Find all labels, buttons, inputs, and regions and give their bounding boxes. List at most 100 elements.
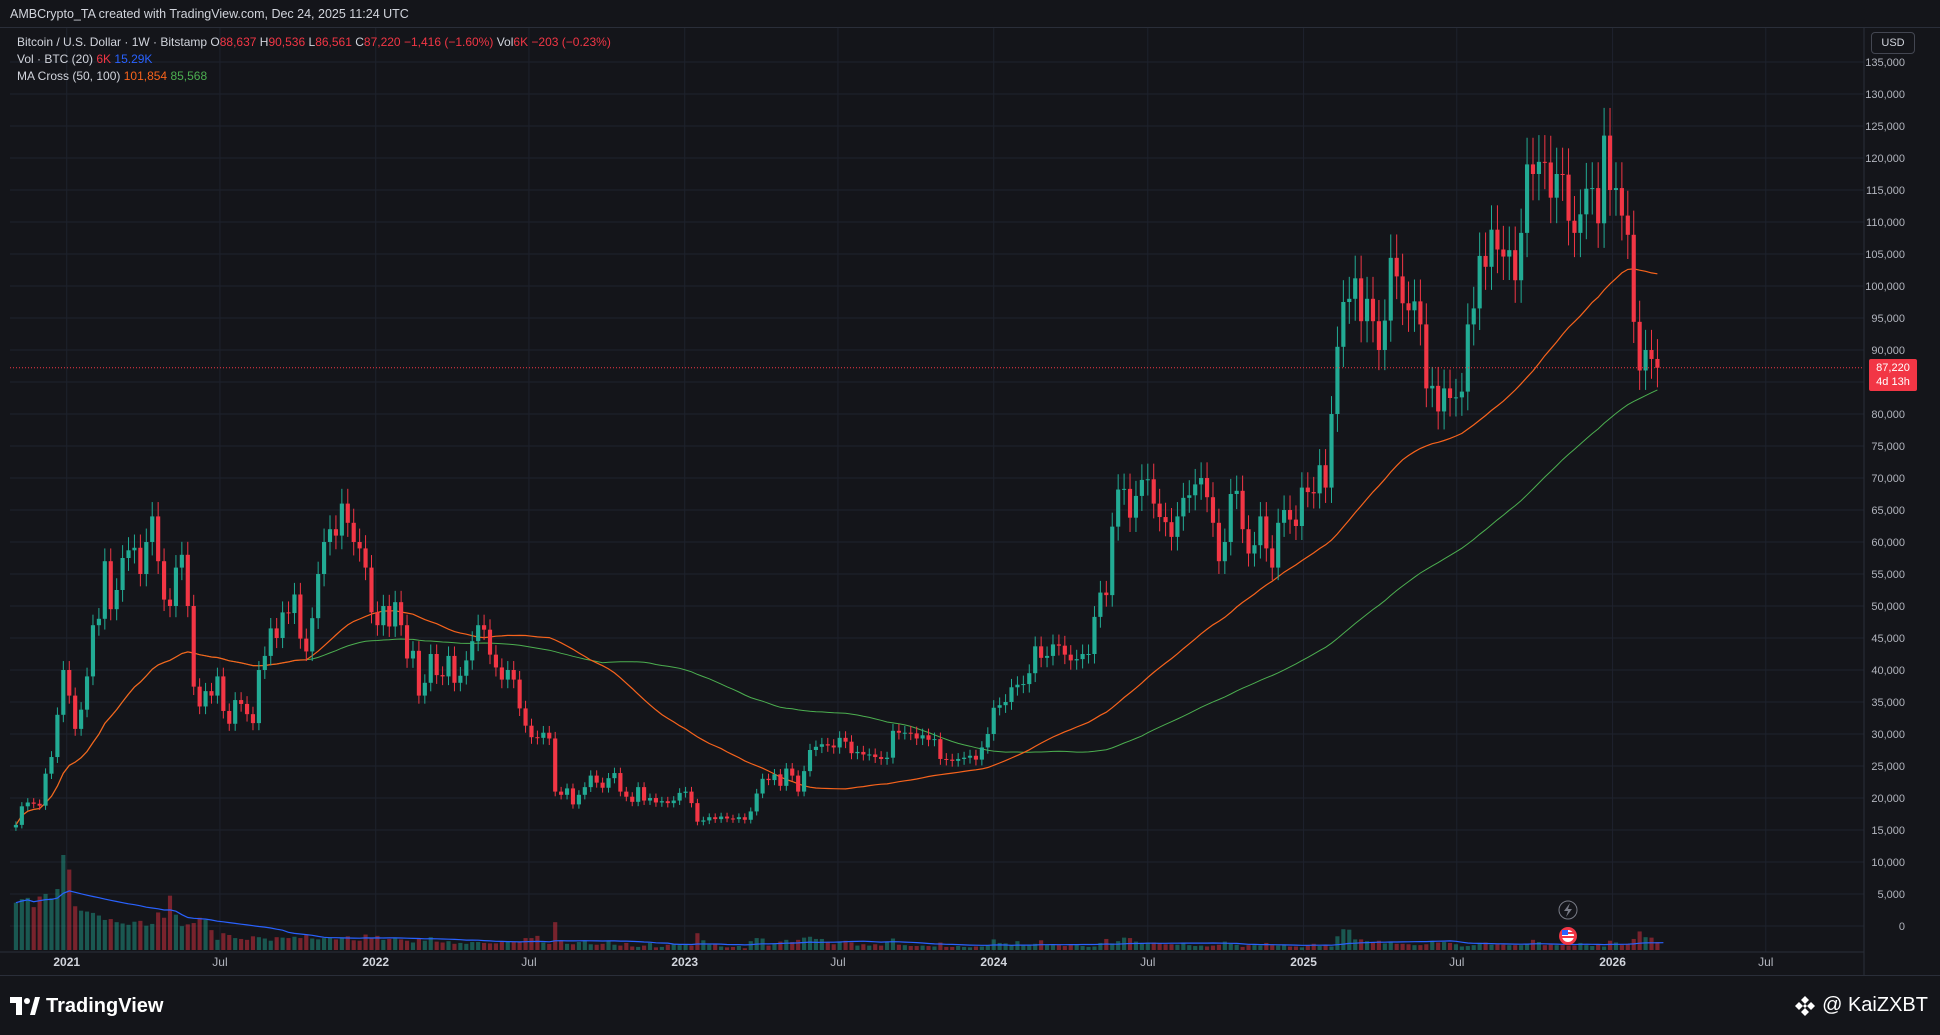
volume-bar xyxy=(1619,945,1624,950)
volume-bar xyxy=(559,940,564,950)
tradingview-logo-icon xyxy=(10,997,40,1015)
volume-bar xyxy=(517,942,522,950)
candle-body xyxy=(61,670,66,715)
tradingview-logo[interactable]: TradingView xyxy=(10,994,163,1018)
volume-bar xyxy=(1335,936,1340,950)
volume-bar xyxy=(268,940,273,950)
candle-body xyxy=(1222,542,1227,562)
volume-bar xyxy=(13,902,19,950)
volume-bar xyxy=(511,941,516,950)
volume-bar xyxy=(1364,941,1370,950)
price-tick-label: 115,000 xyxy=(1866,185,1905,197)
candle-body xyxy=(541,732,546,738)
candle-body xyxy=(79,709,84,729)
symbol-legend-row[interactable]: Bitcoin / U.S. Dollar · 1W · Bitstamp O8… xyxy=(17,34,611,51)
candle-body xyxy=(1187,495,1192,498)
volume-bar xyxy=(653,947,659,950)
volume-bar xyxy=(636,946,641,950)
candle-body xyxy=(1009,687,1014,702)
close-value: 87,220 xyxy=(363,35,401,49)
candle-body xyxy=(1643,350,1648,371)
volume-bar xyxy=(1252,945,1257,950)
chart-legend: Bitcoin / U.S. Dollar · 1W · Bitstamp O8… xyxy=(17,34,611,85)
candle-body xyxy=(1163,517,1168,523)
volume-bar xyxy=(944,946,949,950)
candle-body xyxy=(138,547,143,574)
time-axis[interactable]: 2021 Jul 2022 Jul 2023 Jul 2024 Jul 2025 Jul 2026 J… xyxy=(0,951,1864,969)
volume-bar xyxy=(701,940,706,950)
volume-bar xyxy=(150,923,155,950)
volume-bar xyxy=(1098,942,1103,950)
volume-bar xyxy=(659,946,664,950)
candle-body xyxy=(902,732,907,734)
candle-body xyxy=(653,798,659,803)
volume-bar xyxy=(938,942,943,950)
candle-body xyxy=(873,754,878,758)
volume-bar xyxy=(239,938,244,950)
volume-bar xyxy=(345,936,350,950)
candle-body xyxy=(1104,592,1109,596)
candle-body xyxy=(564,788,570,795)
candle-body xyxy=(624,791,629,797)
time-tick-label: Jul xyxy=(1140,955,1155,969)
volume-indicator-row[interactable]: Vol · BTC (20) 6K 15.29K xyxy=(17,51,611,68)
volume-bar xyxy=(1370,942,1376,950)
volume-bar xyxy=(1139,942,1144,950)
candle-body xyxy=(470,641,475,661)
volume-bar xyxy=(1530,939,1536,950)
candle-body xyxy=(1139,479,1144,496)
price-tick-label: 0 xyxy=(1899,921,1905,933)
candle-body xyxy=(197,686,202,707)
candle-body xyxy=(1305,487,1310,493)
volume-bar xyxy=(1299,947,1304,950)
volume-bar xyxy=(683,944,688,950)
volume-bar xyxy=(1270,945,1275,950)
us-flag-icon[interactable] xyxy=(1559,927,1577,945)
candle-body xyxy=(410,650,416,659)
volume-bar xyxy=(96,915,101,950)
volume-bar xyxy=(428,937,433,950)
candle-body xyxy=(511,670,516,680)
volume-bar xyxy=(908,946,913,950)
candle-body xyxy=(1619,188,1624,216)
time-tick-label: Jul xyxy=(521,955,536,969)
volume-bar xyxy=(967,947,973,950)
candle-body xyxy=(1210,497,1216,523)
symbol-title: Bitcoin / U.S. Dollar · 1W · Bitstamp xyxy=(17,35,208,49)
volume-bar xyxy=(535,935,540,950)
candle-body xyxy=(505,670,510,680)
candle-body xyxy=(1276,522,1281,568)
volume-bar xyxy=(138,920,143,950)
price-tick-label: 45,000 xyxy=(1871,633,1905,645)
volume-bar xyxy=(120,923,125,950)
volume-bar xyxy=(256,937,261,950)
volume-bar xyxy=(1548,944,1553,950)
candle-body xyxy=(1584,188,1589,215)
time-tick-label: 2022 xyxy=(362,955,389,969)
volume-bar xyxy=(1199,945,1204,950)
candlesticks xyxy=(13,107,1660,831)
currency-button[interactable]: USD xyxy=(1871,32,1915,54)
volume-bar xyxy=(215,939,220,950)
volume-bar xyxy=(1311,943,1316,950)
candle-body xyxy=(120,558,125,590)
volume-bar xyxy=(1477,942,1482,950)
candle-body xyxy=(233,700,238,724)
volume-bar xyxy=(867,945,872,950)
price-axis[interactable]: 0 5,000 10,000 15,000 20,000 25,000 30,000 35,0… xyxy=(1863,28,1905,975)
candle-body xyxy=(322,542,327,574)
volume-bar xyxy=(316,939,321,950)
candle-body xyxy=(1590,188,1595,190)
candle-body xyxy=(1317,465,1322,494)
lightning-icon[interactable] xyxy=(1558,900,1578,920)
candle-body xyxy=(1394,257,1399,277)
candle-body xyxy=(446,655,451,677)
ma-cross-row[interactable]: MA Cross (50, 100) 101,854 85,568 xyxy=(17,68,611,85)
price-tick-label: 135,000 xyxy=(1865,57,1905,69)
candle-body xyxy=(736,817,741,820)
candle-body xyxy=(1216,522,1221,562)
volume-bar xyxy=(126,924,131,950)
volume-bar xyxy=(884,942,890,950)
volume-bar xyxy=(1513,945,1518,950)
